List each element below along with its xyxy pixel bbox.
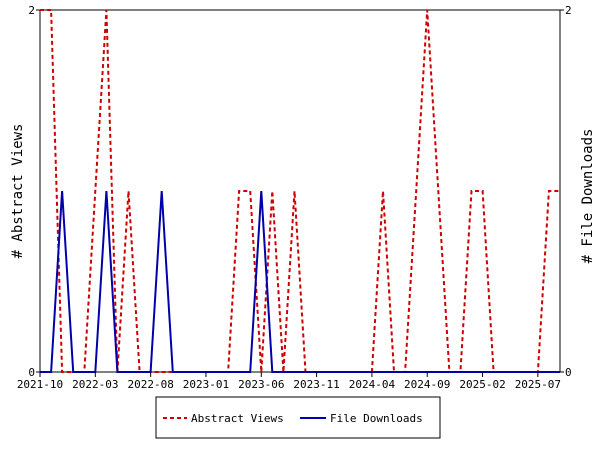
legend-label-file-downloads: File Downloads: [330, 412, 423, 425]
legend: Abstract Views File Downloads: [155, 396, 441, 439]
x-tick-label: 2022-03: [72, 378, 118, 391]
y-tick-label-right: 2: [565, 4, 572, 17]
chart-series: [40, 9, 560, 373]
x-tick-label: 2022-08: [127, 378, 173, 391]
x-tick-label: 2025-02: [459, 378, 505, 391]
x-tick-label: 2023-06: [238, 378, 284, 391]
chart-axes: [39, 9, 561, 373]
x-tick-label: 2023-01: [183, 378, 229, 391]
x-tick-label: 2024-04: [349, 378, 396, 391]
x-tick-label: 2023-11: [293, 378, 339, 391]
legend-box: [155, 396, 441, 439]
legend-label-abstract-views: Abstract Views: [191, 412, 284, 425]
plot-area-frame: [39, 9, 561, 373]
series-line-abstract-views: [40, 9, 560, 373]
chart-ticks: 2021-10 2022-03 2022-08 2023-01 2023-06 2023-…: [17, 4, 572, 391]
x-tick-label: 2024-09: [404, 378, 450, 391]
y-tick-label-left: 0: [28, 366, 35, 379]
series-line-file-downloads: [40, 190, 560, 373]
x-tick-label: 2021-10: [17, 378, 63, 391]
y-axis-title-right: # File Downloads: [580, 129, 596, 264]
x-tick-label: 2025-07: [515, 378, 561, 391]
y-tick-label-left: 2: [28, 4, 35, 17]
y-tick-label-right: 0: [565, 366, 572, 379]
y-axis-title-left: # Abstract Views: [10, 124, 26, 259]
